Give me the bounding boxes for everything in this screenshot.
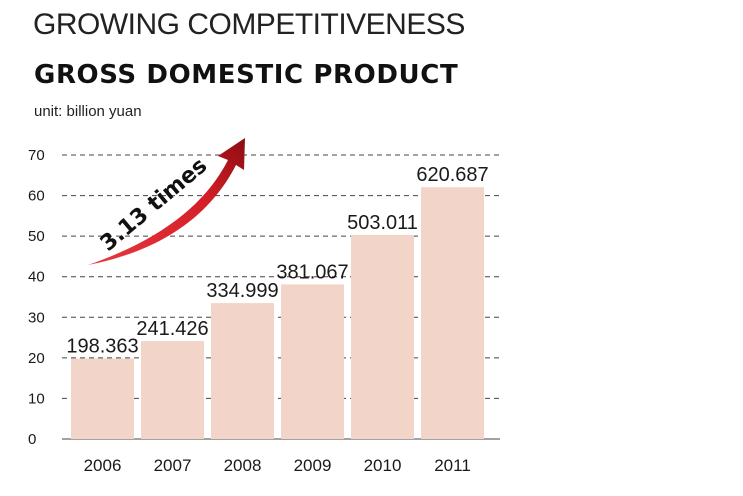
bar: [351, 234, 414, 439]
chart-title: GROSS DOMESTIC PRODUCT: [34, 60, 459, 90]
x-tick-label: 2008: [224, 456, 262, 475]
unit-label: unit: billion yuan: [34, 103, 142, 120]
x-tick-label: 2011: [434, 456, 471, 475]
page-title: GROWING COMPETITIVENESS: [33, 8, 465, 41]
growth-annotation: 3.13 times: [88, 138, 245, 265]
y-tick-label: 20: [28, 350, 45, 367]
growth-arrow-icon: [88, 138, 245, 265]
bar: [141, 341, 204, 439]
bar: [421, 187, 484, 439]
x-axis-ticks: 2006 2007 2008 2009 2010 2011: [84, 456, 471, 475]
data-label: 241.426: [136, 318, 208, 340]
y-tick-label: 70: [28, 147, 45, 164]
y-tick-label: 40: [28, 269, 45, 286]
x-tick-label: 2006: [84, 456, 122, 475]
y-tick-label: 60: [28, 188, 45, 205]
bar: [71, 358, 134, 439]
bar: [211, 303, 274, 439]
data-label: 334.999: [206, 280, 278, 302]
data-label: 503.011: [347, 212, 418, 234]
y-tick-label: 30: [28, 309, 45, 326]
data-label: 198.363: [66, 336, 138, 358]
x-tick-label: 2010: [364, 456, 402, 475]
y-tick-label: 50: [28, 228, 45, 245]
bar: [281, 284, 344, 439]
y-axis-ticks: 0 10 20 30 40 50 60 70: [28, 147, 45, 448]
y-tick-label: 0: [28, 431, 36, 448]
data-label: 620.687: [416, 164, 488, 186]
x-tick-label: 2009: [294, 456, 332, 475]
x-tick-label: 2007: [154, 456, 192, 475]
y-tick-label: 10: [28, 390, 45, 407]
bars: [71, 187, 484, 439]
data-label: 381.067: [276, 261, 348, 283]
